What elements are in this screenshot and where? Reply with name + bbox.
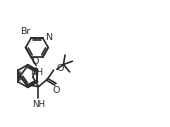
Text: Br: Br <box>20 27 30 36</box>
Text: O: O <box>32 57 39 66</box>
Text: NH: NH <box>32 100 45 109</box>
Text: N: N <box>45 33 52 42</box>
Text: NH: NH <box>30 68 43 77</box>
Text: O: O <box>53 86 60 95</box>
Text: O: O <box>56 64 64 73</box>
